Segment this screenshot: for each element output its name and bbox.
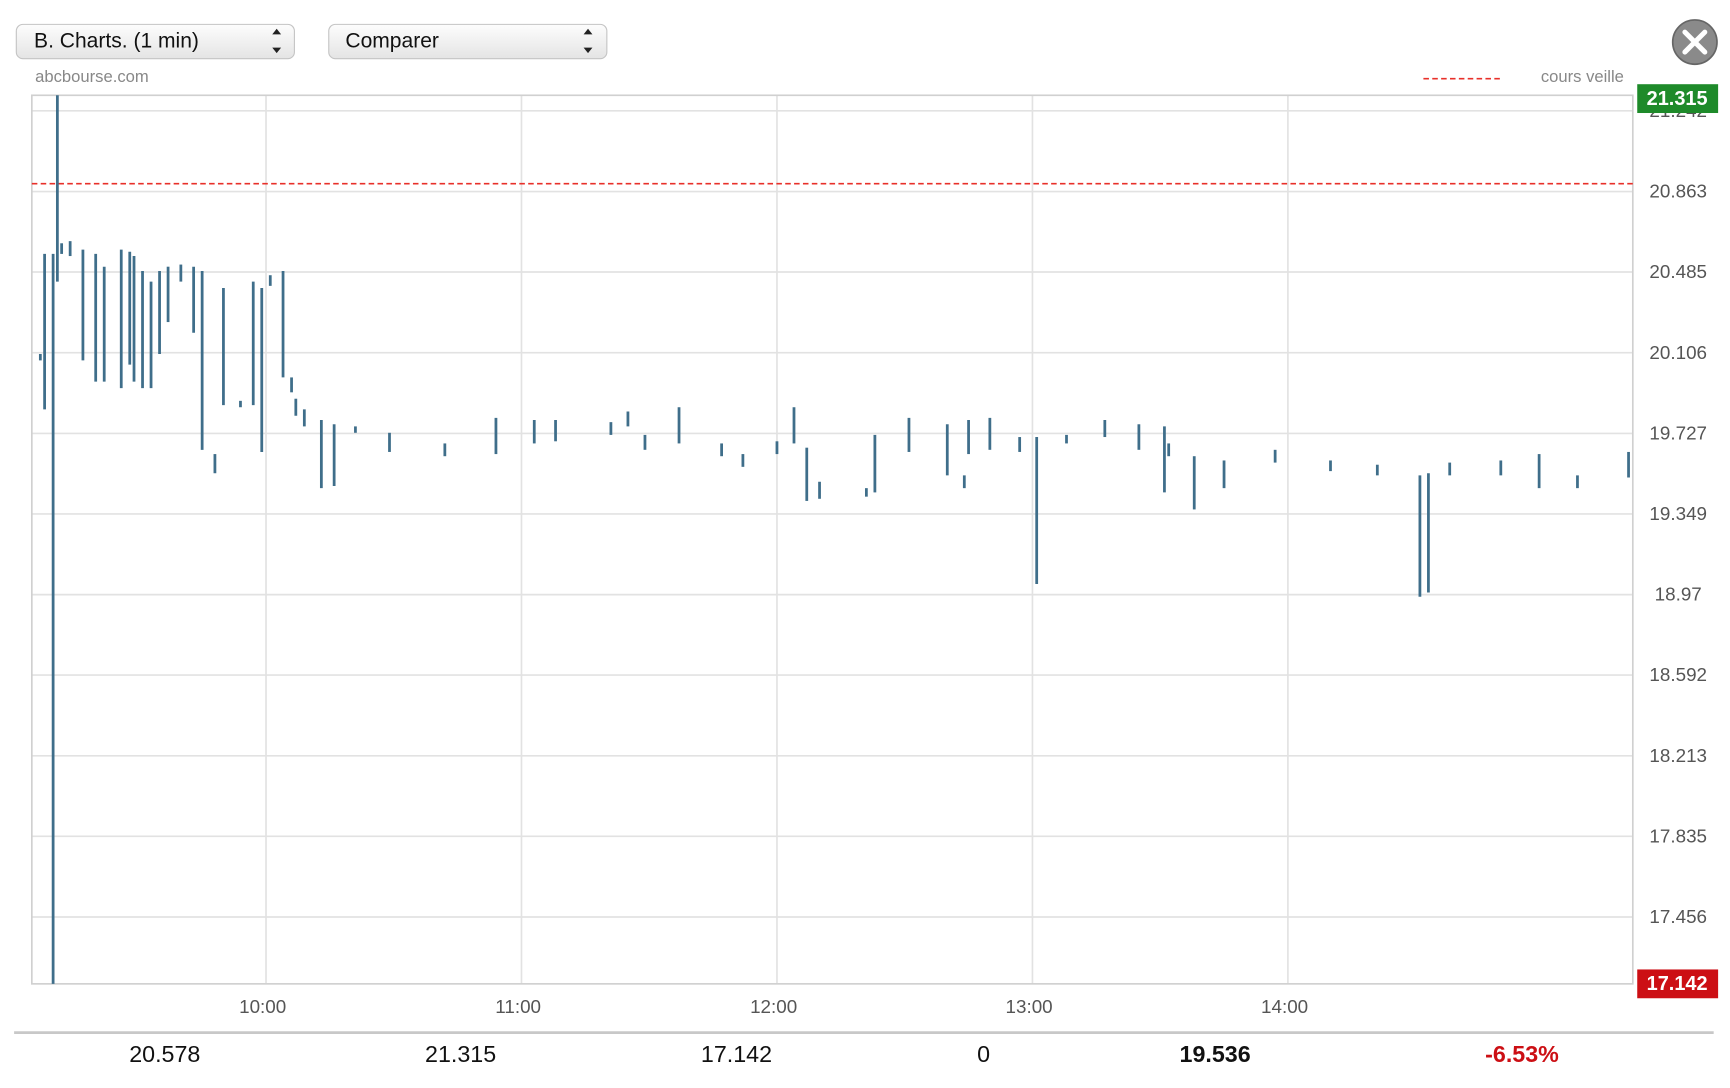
y-tick-label: 19.349: [1649, 503, 1707, 524]
summary-bar: 20.578 21.315 17.142 0 19.536 -6.53%: [129, 1041, 1559, 1067]
price-box: [1637, 969, 1719, 999]
price-box-label: 21.315: [1647, 88, 1708, 110]
x-tick-label: 12:00: [750, 996, 797, 1017]
y-tick-label: 19.727: [1649, 422, 1707, 443]
summary-value: 21.315: [425, 1041, 496, 1067]
x-tick-label: 14:00: [1261, 996, 1308, 1017]
close-button[interactable]: [1671, 19, 1718, 66]
y-tick-label: 18.592: [1649, 664, 1707, 685]
period-select[interactable]: B. Charts. (1 min): [15, 23, 295, 60]
plot-frame: [30, 94, 1634, 985]
y-tick-label: 18.213: [1649, 745, 1707, 766]
y-tick-label: 17.835: [1649, 825, 1707, 846]
x-tick-label: 13:00: [1006, 996, 1053, 1017]
compare-select[interactable]: Comparer: [328, 23, 608, 60]
summary-value: 0: [977, 1041, 990, 1067]
price-box: [1637, 84, 1719, 114]
y-tick-label: 20.863: [1649, 181, 1707, 202]
legend-label: cours veille: [1541, 67, 1624, 86]
y-tick-label: 17.456: [1649, 906, 1707, 927]
price-box-label: 17.142: [1647, 973, 1708, 995]
summary-value: -6.53%: [1485, 1041, 1559, 1067]
summary-value: 17.142: [701, 1041, 772, 1067]
select-label: B. Charts. (1 min): [34, 30, 199, 53]
y-tick-label: 20.485: [1649, 261, 1707, 282]
y-tick-label: 20.106: [1649, 342, 1707, 363]
select-label: Comparer: [345, 30, 439, 53]
summary-value: 19.536: [1180, 1041, 1251, 1067]
x-tick-label: 11:00: [495, 996, 541, 1017]
summary-value: 20.578: [129, 1041, 200, 1067]
plot: 17.456 17.835 18.213 18.592 18.97 19.349 19.72…: [30, 84, 1719, 1017]
y-tick-label: 18.97: [1655, 584, 1702, 605]
source-label: abcbourse.com: [35, 67, 149, 86]
x-tick-label: 10:00: [239, 996, 286, 1017]
